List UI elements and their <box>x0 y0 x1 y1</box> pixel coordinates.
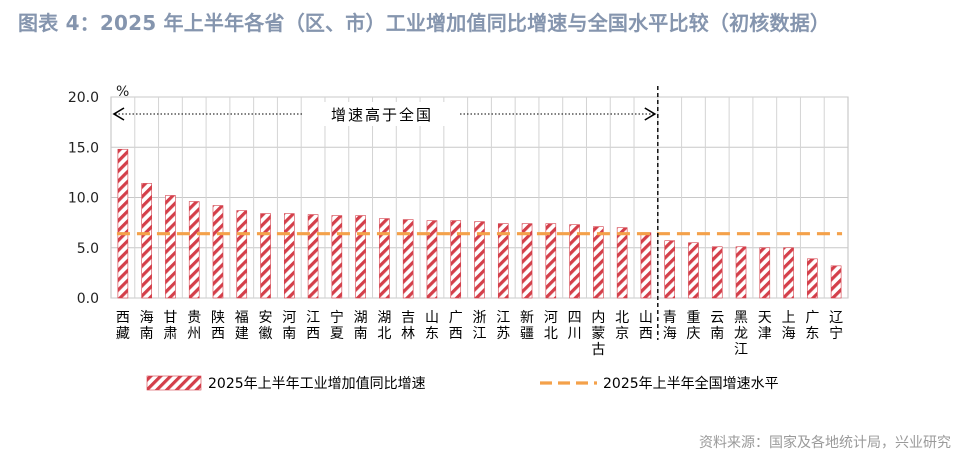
bar <box>474 221 485 299</box>
x-category-label: 云南 <box>710 310 724 342</box>
y-tick-label: 10.0 <box>68 191 99 207</box>
x-category-label: 北京 <box>615 310 629 342</box>
bar <box>640 232 652 299</box>
y-tick-label: 0.0 <box>77 291 99 307</box>
bar <box>807 258 818 299</box>
x-category-label: 安徽 <box>259 310 273 342</box>
x-category-label: 辽宁 <box>829 310 843 342</box>
bar <box>402 219 414 299</box>
bar <box>450 220 462 299</box>
x-category-label: 陕西 <box>211 310 225 342</box>
bar <box>284 213 295 299</box>
y-unit-label: % <box>116 84 129 100</box>
bar <box>426 220 438 299</box>
bar <box>735 246 747 299</box>
x-category-label: 福建 <box>235 310 249 342</box>
x-category-label: 天津 <box>758 310 772 342</box>
bar <box>331 215 343 299</box>
legend-label-line: 2025年上半年全国增速水平 <box>603 375 779 392</box>
annotation-background <box>308 102 456 126</box>
x-category-label: 河南 <box>282 310 296 342</box>
bar <box>664 240 675 299</box>
bar <box>521 223 533 299</box>
x-category-label: 浙江 <box>473 310 487 342</box>
x-category-label: 甘肃 <box>163 310 177 342</box>
x-category-label: 江西 <box>306 310 320 342</box>
x-category-label: 山东 <box>425 310 439 342</box>
bar <box>355 215 366 299</box>
source-note: 资料来源：国家及各地统计局，兴业研究 <box>699 435 951 451</box>
x-category-label: 西藏 <box>116 310 130 342</box>
bar <box>830 265 842 299</box>
bar <box>141 183 152 299</box>
chart-title: 图表 4：2025 年上半年各省（区、市）工业增加值同比增速与全国水平比较（初核… <box>18 11 831 35</box>
legend-swatch-bar <box>146 375 202 391</box>
x-category-label: 新疆 <box>520 310 534 342</box>
bar <box>545 223 557 299</box>
x-category-label: 广东 <box>805 310 819 342</box>
bar <box>783 247 794 299</box>
x-category-label: 宁夏 <box>330 309 344 342</box>
x-category-label: 湖北 <box>377 310 391 342</box>
y-tick-label: 5.0 <box>77 241 99 257</box>
x-category-label: 广西 <box>449 310 463 342</box>
bar <box>212 205 224 299</box>
bar <box>188 201 200 299</box>
bar <box>236 210 248 299</box>
bar <box>260 213 271 299</box>
bar <box>497 223 509 299</box>
x-category-label: 湖南 <box>354 310 368 342</box>
annotation-label: 增速高于全国 <box>331 106 433 124</box>
x-category-label: 黑龙江 <box>734 310 748 358</box>
bar <box>616 227 628 299</box>
legend-label-bar: 2025年上半年工业增加值同比增速 <box>208 376 426 392</box>
x-category-label: 贵州 <box>187 310 201 342</box>
x-category-label: 四川 <box>568 310 582 342</box>
x-category-label: 江苏 <box>496 310 510 342</box>
bar <box>688 242 699 299</box>
bar <box>569 224 580 299</box>
x-category-label: 重庆 <box>686 310 700 342</box>
x-category-label: 上海 <box>782 310 796 342</box>
y-tick-label: 15.0 <box>68 140 99 156</box>
bar <box>165 195 176 299</box>
x-category-label: 海南 <box>140 310 154 342</box>
x-category-label: 河北 <box>544 310 558 342</box>
bar <box>307 214 319 299</box>
annotation-arrowhead-right <box>644 107 657 121</box>
bar <box>379 218 390 299</box>
bar <box>117 148 129 299</box>
x-category-label: 吉林 <box>401 310 415 342</box>
x-category-label: 山西 <box>639 310 653 342</box>
bar <box>711 246 723 299</box>
annotation-arrowhead-left <box>112 107 125 121</box>
y-tick-label: 20.0 <box>68 90 99 106</box>
bar <box>759 247 771 299</box>
x-category-label: 内蒙古 <box>591 310 605 358</box>
bar <box>593 226 604 299</box>
x-category-label: 青海 <box>663 310 677 342</box>
